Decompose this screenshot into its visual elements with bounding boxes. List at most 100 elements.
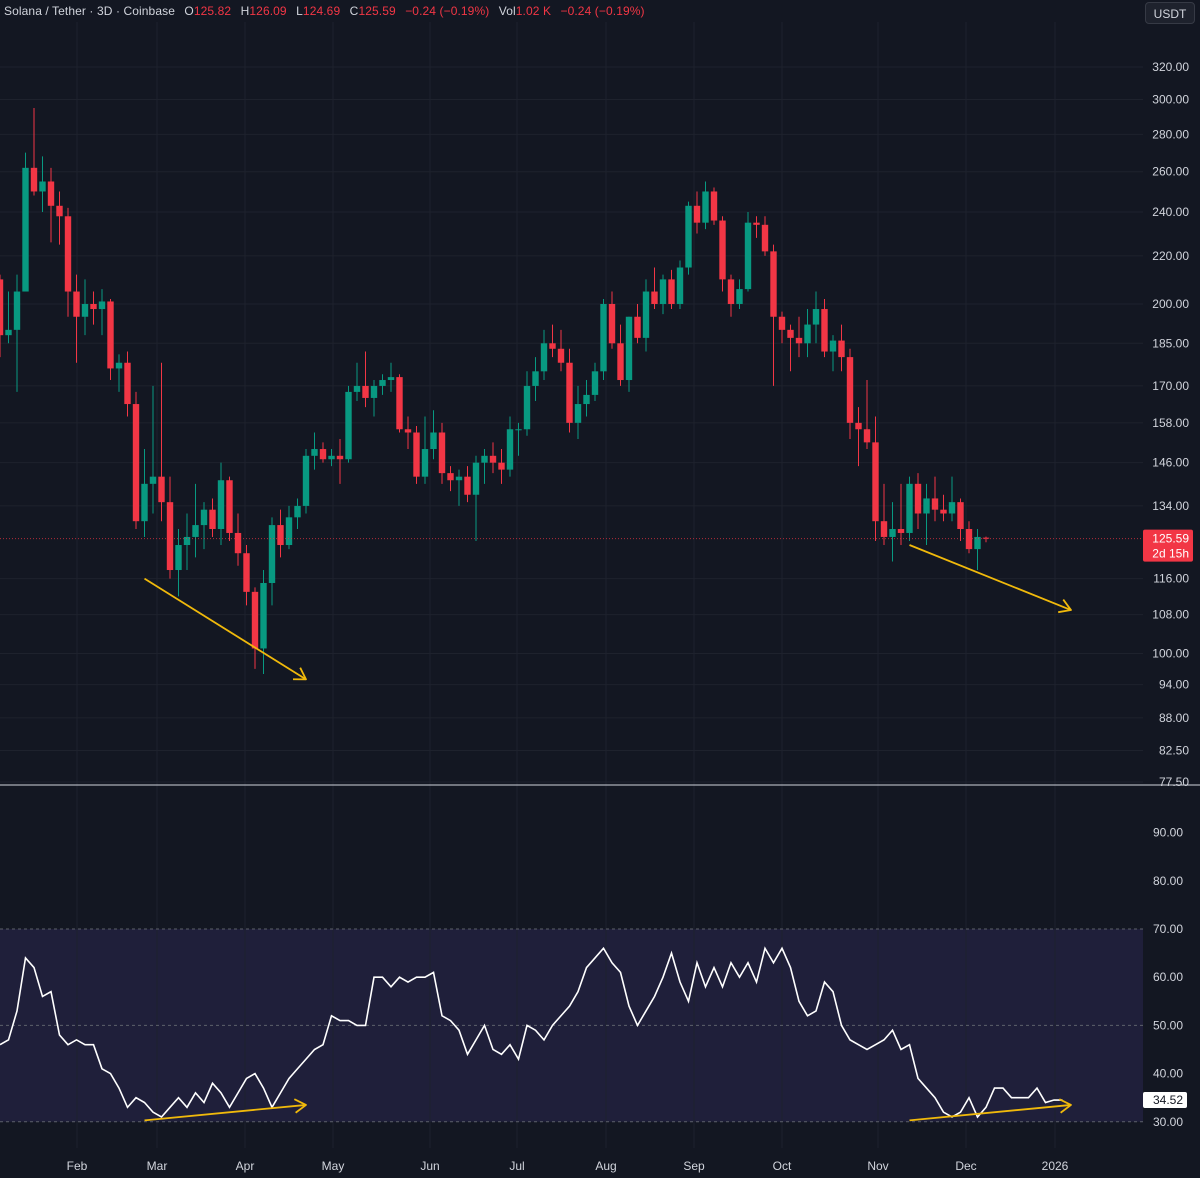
candle-body (744, 222, 752, 290)
month-label-11: 2026 (1042, 1159, 1069, 1173)
close-value: 125.59 (358, 4, 396, 18)
candle-body (73, 291, 80, 317)
price-tick-4: 240.00 (1152, 205, 1189, 219)
candle-body (982, 537, 990, 539)
candle-body (753, 222, 760, 225)
candle-body (345, 391, 352, 460)
price-arrow-2-shaft (909, 544, 1072, 611)
candle-body (302, 455, 310, 506)
candle-body (523, 385, 531, 430)
candle-body (430, 432, 437, 450)
time-axis: Feb Mar Apr May Jun Jul Aug Sep Oct Nov Dec 2026 (67, 1159, 1069, 1173)
price-tick-3: 260.00 (1152, 165, 1189, 179)
candle-body (880, 521, 888, 537)
price-tick-8: 170.00 (1152, 379, 1189, 393)
candle-body (132, 404, 140, 522)
price-tick-2: 280.00 (1152, 127, 1189, 141)
candle-body (0, 279, 4, 336)
price-tick-0: 320.00 (1152, 60, 1189, 74)
price-arrow-1-shaft (144, 577, 307, 681)
rsi-arrow-2 (909, 1098, 1072, 1122)
price-tick-16: 88.00 (1159, 711, 1189, 725)
candle-body (209, 509, 216, 530)
candle-body (931, 498, 939, 510)
rsi-axis: 90.00 80.00 70.00 60.00 50.00 40.00 30.00 (1153, 826, 1183, 1129)
candle-body (846, 357, 854, 423)
candle-body (370, 385, 378, 398)
countdown-label: 2d 15h (1152, 547, 1189, 561)
candle-body (285, 517, 293, 546)
candle-body (838, 340, 845, 358)
symbol-title[interactable]: Solana / Tether · 3D · Coinbase (4, 4, 175, 18)
candle-body (625, 316, 633, 381)
candle-body (328, 455, 335, 460)
candle-body (90, 303, 97, 310)
candle-body (532, 371, 539, 386)
candle-body (948, 502, 956, 514)
candle-body (47, 181, 55, 206)
candle-body (243, 553, 250, 592)
candle-body (149, 476, 157, 484)
candle-body (158, 476, 165, 503)
candles (0, 108, 990, 675)
candle-body (566, 362, 573, 423)
low-value: 124.69 (302, 4, 341, 18)
rsi-arrow-2-head (1058, 1098, 1072, 1114)
candle-body (30, 167, 38, 192)
candle-body (175, 545, 182, 571)
price-axis: 320.00 300.00 280.00 260.00 240.00 220.00 200.… (1152, 60, 1189, 789)
candle-body (693, 205, 701, 223)
currency-button[interactable]: USDT (1145, 2, 1195, 24)
candle-body (447, 473, 454, 481)
candle-body (863, 429, 871, 443)
price-tick-18: 77.50 (1159, 775, 1189, 789)
candle-body (472, 462, 480, 495)
month-label-10: Dec (955, 1159, 976, 1173)
candle-body (362, 385, 369, 398)
candle-body (498, 462, 505, 470)
candle-body (710, 191, 718, 221)
price-tick-9: 158.00 (1152, 416, 1189, 430)
candle-body (727, 279, 735, 304)
rsi-arrow-2-shaft (909, 1104, 1072, 1122)
candle-body (251, 591, 259, 649)
candle-body (668, 279, 675, 304)
candle-body (56, 205, 63, 217)
price-tick-17: 82.50 (1159, 743, 1189, 757)
rsi-value-tag (1143, 1092, 1187, 1109)
rsi-tick-0: 90.00 (1153, 826, 1183, 840)
candle-body (804, 324, 811, 344)
candle-body (923, 498, 930, 514)
rsi-tick-6: 30.00 (1153, 1115, 1183, 1129)
candle-body (234, 532, 242, 554)
volume-label: Vol (498, 4, 516, 18)
high-value: 126.09 (249, 4, 287, 18)
candle-body (421, 449, 429, 477)
candle-body (940, 509, 947, 514)
candle-body (455, 476, 463, 481)
month-label-7: Sep (683, 1159, 705, 1173)
rsi-tick-4: 50.00 (1153, 1018, 1183, 1032)
price-tick-14: 100.00 (1152, 646, 1189, 660)
month-label-0: Feb (67, 1159, 88, 1173)
candle-body (634, 316, 641, 338)
candle-body (821, 309, 828, 352)
candle-body (404, 429, 412, 433)
candle-body (642, 291, 650, 338)
price-tick-12: 116.00 (1153, 572, 1189, 586)
rsi-tick-2: 70.00 (1153, 922, 1183, 936)
rsi-tick-5: 40.00 (1153, 1067, 1183, 1081)
candle-body (872, 442, 879, 522)
candle-body (319, 449, 327, 460)
rsi-value-label: 34.52 (1153, 1093, 1183, 1107)
candle-body (770, 251, 777, 317)
candle-body (13, 291, 21, 330)
candle-body (812, 309, 820, 325)
high-label: H (240, 4, 250, 18)
candle-body (855, 422, 862, 430)
candle-body (39, 181, 46, 192)
candle-body (778, 316, 786, 330)
candle-body (192, 525, 199, 537)
price-arrow-2 (909, 544, 1072, 614)
